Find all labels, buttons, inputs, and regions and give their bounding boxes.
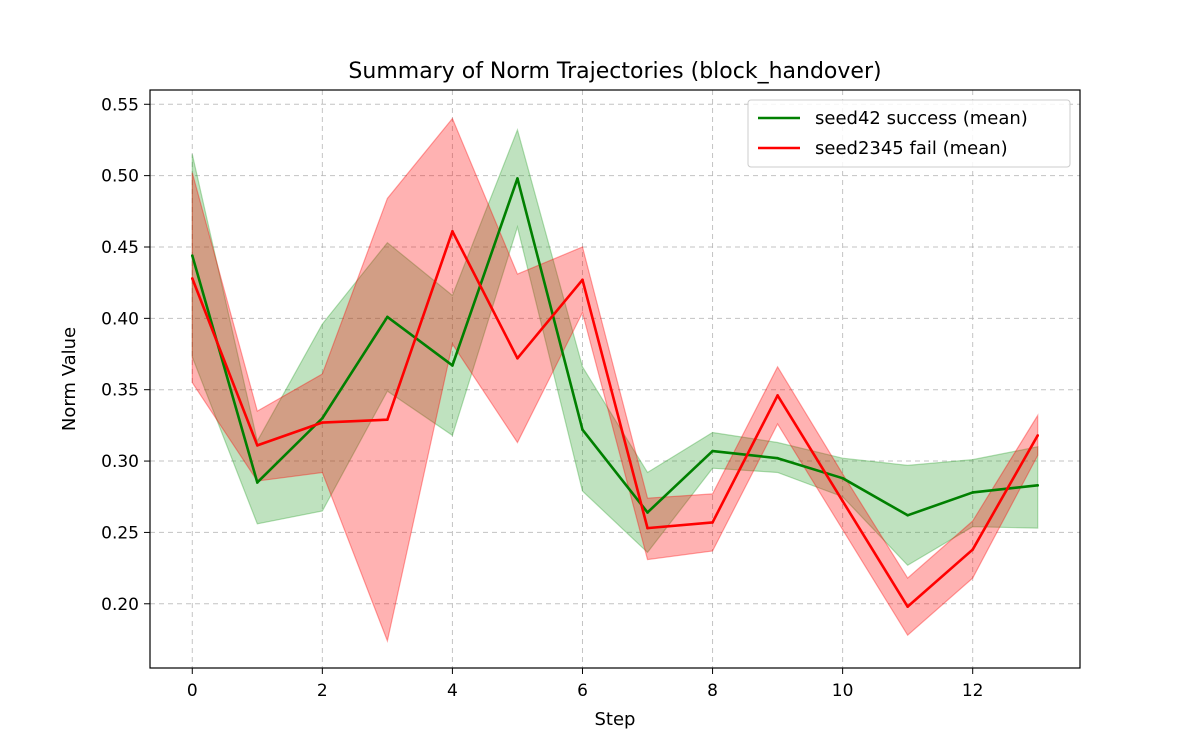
y-tick-label: 0.40: [101, 309, 139, 329]
mean-point-series-0: [841, 476, 844, 480]
x-axis-label: Step: [595, 709, 636, 730]
x-axis: 0 2 4 6 8 10 12: [187, 668, 984, 701]
mean-point-series-1: [711, 521, 714, 524]
mean-point-series-0: [256, 481, 259, 484]
band-series-1: [191, 117, 1039, 643]
y-tick-label: 0.50: [101, 167, 139, 187]
y-tick-label: 0.55: [101, 95, 139, 115]
mean-point-series-1: [256, 444, 259, 447]
mean-point-series-0: [1036, 484, 1040, 487]
x-tick-label: 2: [317, 681, 328, 701]
mean-point-series-1: [646, 526, 649, 530]
legend-label-1: seed2345 fail (mean): [815, 138, 1008, 159]
mean-point-series-1: [841, 499, 844, 503]
mean-point-series-0: [190, 254, 194, 257]
x-tick-label: 10: [832, 681, 854, 701]
mean-point-series-1: [516, 357, 519, 360]
mean-line-series-0: [191, 177, 1038, 517]
x-tick-label: 8: [707, 681, 718, 701]
mean-point-series-0: [451, 364, 454, 367]
mean-point-series-0: [906, 513, 909, 517]
y-tick-label: 0.45: [101, 238, 139, 258]
mean-point-series-0: [776, 456, 779, 460]
mean-line-series-1: [191, 229, 1039, 608]
series-lines: [190, 177, 1040, 608]
mean-point-series-1: [451, 229, 454, 233]
mean-point-series-1: [386, 418, 389, 421]
bands: [191, 117, 1039, 643]
x-tick-label: 12: [962, 681, 984, 701]
mean-point-series-1: [906, 605, 909, 608]
x-tick-label: 6: [577, 681, 588, 701]
mean-point-series-1: [321, 421, 324, 424]
band-series-0: [191, 128, 1039, 567]
mean-point-series-0: [646, 511, 649, 514]
chart-title: Summary of Norm Trajectories (block_hand…: [348, 59, 881, 84]
y-tick-label: 0.35: [101, 381, 139, 401]
mean-point-series-1: [1036, 434, 1040, 437]
mean-point-series-1: [190, 277, 194, 280]
mean-point-series-1: [581, 278, 584, 282]
y-tick-label: 0.20: [101, 595, 139, 615]
plot-frame: [149, 89, 1081, 669]
mean-point-series-0: [321, 416, 324, 420]
legend-box: [747, 99, 1071, 168]
mean-point-series-0: [711, 449, 714, 453]
x-tick-label: 4: [447, 681, 458, 701]
mean-point-series-0: [386, 315, 389, 319]
mean-point-series-0: [971, 491, 974, 494]
y-axis-label: Norm Value: [59, 327, 80, 431]
x-tick-label: 0: [187, 681, 198, 701]
legend: seed42 success (mean) seed2345 fail (mean…: [747, 99, 1071, 168]
mean-point-series-1: [776, 394, 779, 397]
y-tick-label: 0.30: [101, 452, 139, 472]
mean-point-series-1: [971, 548, 974, 551]
legend-label-0: seed42 success (mean): [815, 108, 1028, 129]
y-tick-label: 0.25: [101, 523, 139, 543]
mean-point-series-0: [581, 428, 584, 431]
y-axis: 0.20 0.25 0.30 0.35 0.40 0.45 0.50 0.55: [101, 95, 150, 615]
mean-point-series-0: [516, 177, 519, 180]
